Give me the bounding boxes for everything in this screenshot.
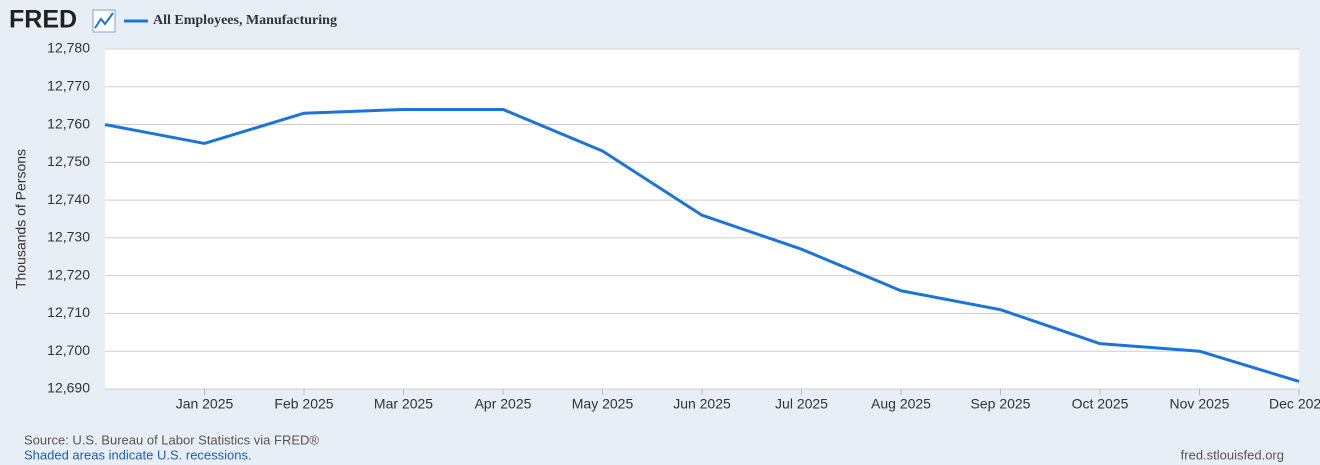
plot-area [105,49,1299,389]
source: Source: U.S. Bureau of Labor Statistics … [24,432,319,447]
x-tick-label: Dec 2025 [1269,396,1320,412]
y-tick-label: 12,740 [47,191,90,207]
x-tick-label: Nov 2025 [1170,396,1230,412]
y-tick-label: 12,770 [47,77,90,93]
x-tick-label: Apr 2025 [475,396,532,412]
y-tick-label: 12,760 [47,115,90,131]
x-tick-label: Jun 2025 [673,396,731,412]
y-tick-label: 12,720 [47,266,90,282]
logo-icon [92,9,116,33]
y-tick-label: 12,780 [47,40,90,56]
y-tick-label: 12,730 [47,229,90,245]
series-line [104,107,1300,383]
x-tick-label: Jul 2025 [775,396,828,412]
logo[interactable]: FRED [9,6,77,34]
legend-label[interactable]: All Employees, Manufacturing [153,13,337,28]
x-tick-label: Mar 2025 [374,396,433,412]
x-tick-label: Jan 2025 [176,396,234,412]
x-tick-label: Oct 2025 [1072,396,1129,412]
x-tick-label: May 2025 [572,396,634,412]
x-tick-label: Sep 2025 [971,396,1031,412]
y-tick-label: 12,710 [47,304,90,320]
x-tick-label: Feb 2025 [274,396,333,412]
url[interactable]: fred.stlouisfed.org [1181,447,1284,462]
y-tick-label: 12,700 [47,342,90,358]
x-tick-label: Aug 2025 [871,396,931,412]
y-tick-label: 12,690 [47,380,90,396]
y-axis-label: Thousands of Persons [13,149,29,289]
y-tick-label: 12,750 [47,153,90,169]
note[interactable]: Shaded areas indicate U.S. recessions. [24,447,252,462]
